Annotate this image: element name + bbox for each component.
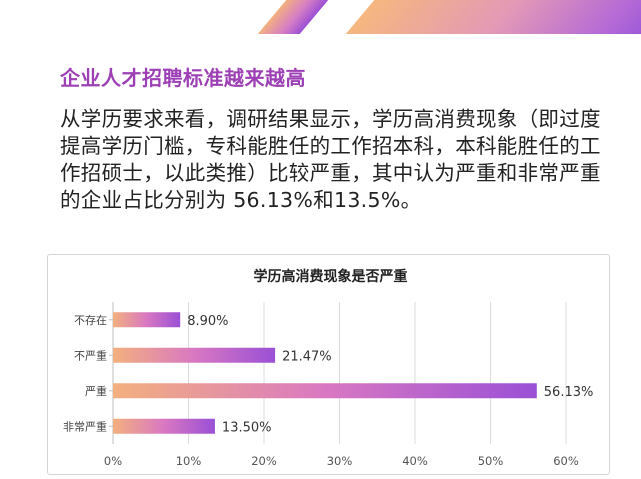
- x-tick-label: 10%: [176, 454, 202, 468]
- x-tick-label: 50%: [478, 454, 504, 468]
- chart-frame: [47, 254, 610, 475]
- section-heading: 企业人才招聘标准越来越高: [60, 66, 306, 90]
- chart-title: 学历高消费现象是否严重: [253, 269, 408, 285]
- category-label: 不存在: [74, 313, 107, 327]
- bars: [113, 312, 537, 434]
- bar: [113, 347, 276, 363]
- bar: [113, 418, 215, 434]
- body-paragraph: 从学历要求来看，调研结果显示，学历高消费现象（即过度提高学历门槛，专科能胜任的工…: [60, 107, 601, 212]
- category-label: 非常严重: [63, 419, 107, 433]
- bar: [113, 312, 181, 328]
- category-label: 不严重: [74, 348, 107, 362]
- data-label: 8.90%: [187, 314, 228, 329]
- data-label: 21.47%: [282, 349, 332, 364]
- category-label: 严重: [85, 384, 107, 398]
- labels: 0% 10% 20% 30% 40% 50% 60% 不存在 8.90% 不严重 21.47% 严重 5…: [63, 313, 593, 468]
- x-tick-label: 0%: [104, 454, 122, 468]
- data-label: 56.13%: [544, 385, 594, 400]
- data-label: 13.50%: [222, 420, 272, 435]
- x-tick-label: 30%: [327, 454, 353, 468]
- bar: [113, 383, 537, 399]
- x-tick-label: 20%: [251, 454, 277, 468]
- x-tick-label: 60%: [553, 454, 579, 468]
- x-tick-label: 40%: [402, 454, 428, 468]
